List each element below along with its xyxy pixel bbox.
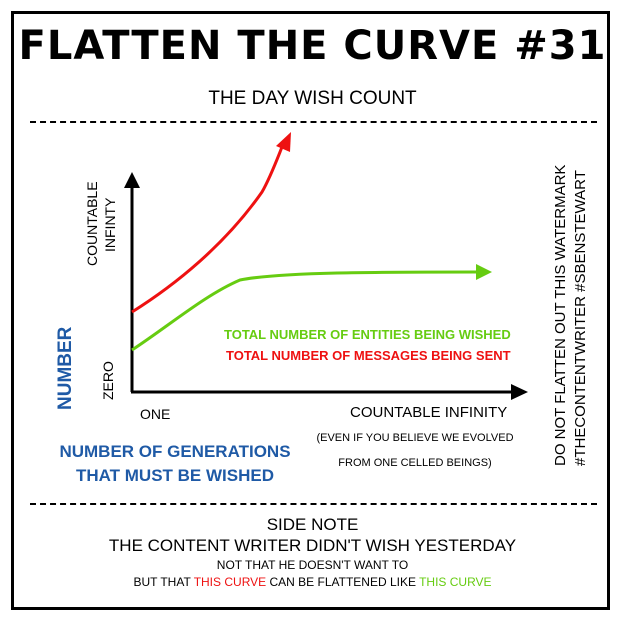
series-line-entities [131,270,479,352]
y-axis-top-label-line1: COUNTABLE [84,181,100,266]
y-axis-top-label-line2: INFINTY [102,197,118,252]
x-axis-note-line2: FROM ONE CELLED BEINGS) [338,457,492,469]
side-note-line1: THE CONTENT WRITER DIDN'T WISH YESTERDAY [108,536,517,555]
series-line-messages [131,146,284,314]
x-axis-title-line1: NUMBER OF GENERATIONS [59,442,291,461]
side-note-red-curve: THIS CURVE [193,575,267,589]
side-note: SIDE NOTE THE CONTENT WRITER DIDN'T WISH… [0,515,625,591]
side-note-line3-prefix: BUT THAT [133,575,194,589]
y-axis-title: NUMBER [55,326,76,410]
comic-frame [11,11,610,610]
bottom-divider [30,503,597,505]
series-arrow-entities [476,264,492,280]
watermark-line2: #THECONTENTWRITER #SBENSTEWART [572,170,589,466]
x-axis-end-label: COUNTABLE INFINITY [350,404,508,421]
comic-subtitle: THE DAY WISH COUNT [208,88,417,109]
side-note-line3: BUT THAT THIS CURVE CAN BE FLATTENED LIK… [0,573,625,591]
legend-entry-messages: TOTAL NUMBER OF MESSAGES BEING SENT [226,348,511,363]
side-note-line2: NOT THAT HE DOESN'T WANT TO [216,558,409,572]
x-axis-title-line2: THAT MUST BE WISHED [75,466,274,485]
y-axis-arrow [124,172,140,188]
series-arrow-messages [276,132,291,152]
x-axis-start-tick: ONE [140,406,171,422]
side-note-green-curve: THIS CURVE [419,575,492,589]
y-axis-bottom-tick: ZERO [100,361,116,400]
watermark-line1: DO NOT FLATTEN OUT THIS WATERMARK [552,164,569,466]
legend-entry-entities: TOTAL NUMBER OF ENTITIES BEING WISHED [224,327,511,342]
side-note-heading: SIDE NOTE [266,515,359,534]
x-axis-arrow [511,384,528,400]
comic-title: FLATTEN THE CURVE #31 [18,23,607,69]
top-divider [30,121,597,123]
side-note-line3-mid: CAN BE FLATTENED LIKE [266,575,420,589]
x-axis-note-line1: (EVEN IF YOU BELIEVE WE EVOLVED [316,432,514,444]
